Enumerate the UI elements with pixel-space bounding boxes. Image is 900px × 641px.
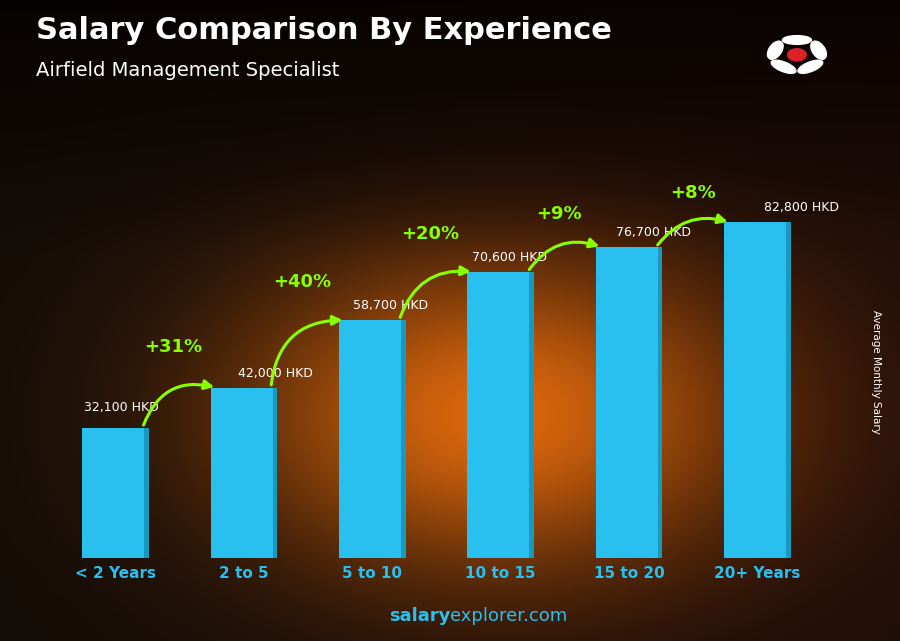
Ellipse shape [771, 60, 796, 73]
Bar [211, 388, 277, 558]
Bar [339, 320, 406, 558]
Bar [467, 272, 534, 558]
Text: Average Monthly Salary: Average Monthly Salary [870, 310, 881, 434]
Ellipse shape [768, 41, 783, 60]
Text: +40%: +40% [273, 273, 331, 292]
Text: 42,000 HKD: 42,000 HKD [238, 367, 312, 379]
Bar [144, 428, 149, 558]
Text: 32,100 HKD: 32,100 HKD [84, 401, 158, 413]
Bar [273, 388, 277, 558]
Circle shape [793, 52, 801, 58]
Bar [596, 247, 662, 558]
Text: 76,700 HKD: 76,700 HKD [616, 226, 691, 239]
Text: +8%: +8% [670, 185, 716, 203]
Ellipse shape [782, 36, 812, 44]
Text: Salary Comparison By Experience: Salary Comparison By Experience [36, 16, 612, 45]
Text: +20%: +20% [401, 225, 459, 243]
Text: explorer.com: explorer.com [450, 607, 567, 625]
Bar [786, 222, 791, 558]
Text: 70,600 HKD: 70,600 HKD [472, 251, 547, 263]
Bar [401, 320, 406, 558]
Text: +9%: +9% [536, 204, 581, 222]
Ellipse shape [811, 41, 826, 60]
Text: +31%: +31% [144, 338, 202, 356]
Bar [724, 222, 791, 558]
Text: 82,800 HKD: 82,800 HKD [764, 201, 839, 214]
Bar [82, 428, 149, 558]
Text: Airfield Management Specialist: Airfield Management Specialist [36, 61, 339, 80]
Bar [529, 272, 534, 558]
Text: 58,700 HKD: 58,700 HKD [353, 299, 428, 312]
Bar [658, 247, 662, 558]
Circle shape [788, 49, 806, 61]
Text: salary: salary [389, 607, 450, 625]
Ellipse shape [798, 60, 823, 73]
